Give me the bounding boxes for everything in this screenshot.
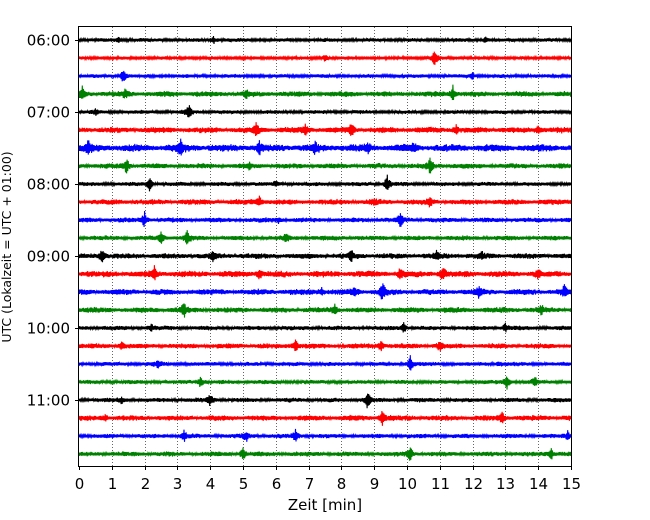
x-tick-label: 10 <box>398 475 417 493</box>
plot-frame <box>78 26 572 467</box>
x-tick-label: 4 <box>206 475 216 493</box>
y-axis: 06:00 07:00 08:00 09:00 10:00 11:00 <box>27 32 79 410</box>
seismic-trace <box>78 84 572 101</box>
y-tick-label: 06:00 <box>27 32 70 50</box>
x-tick-label: 9 <box>370 475 380 493</box>
seismic-trace <box>78 265 572 281</box>
grid <box>112 27 539 466</box>
x-tick-label: 13 <box>496 475 515 493</box>
y-tick-label: 08:00 <box>27 176 70 194</box>
seismic-trace <box>78 283 572 300</box>
y-tick-label: 11:00 <box>27 392 70 410</box>
seismic-trace <box>78 210 572 228</box>
x-tick-label: 8 <box>337 475 347 493</box>
seismic-trace <box>78 355 572 371</box>
x-tick-label: 6 <box>272 475 282 493</box>
y-axis-label: UTC (Lokalzeit = UTC + 01:00) <box>0 151 14 342</box>
seismic-trace <box>78 322 572 333</box>
x-tick-label: 14 <box>529 475 548 493</box>
traces <box>78 35 572 461</box>
seismic-trace <box>78 122 572 137</box>
x-tick-label: 1 <box>108 475 118 493</box>
seismic-trace <box>78 138 572 156</box>
y-tick-label: 07:00 <box>27 104 70 122</box>
seismic-trace <box>78 303 572 318</box>
x-tick-label: 7 <box>305 475 315 493</box>
x-tick-label: 2 <box>141 475 151 493</box>
seismic-trace <box>78 35 572 45</box>
x-tick-label: 15 <box>562 475 581 493</box>
y-tick-label: 09:00 <box>27 248 70 266</box>
x-tick-label: 0 <box>75 475 85 493</box>
x-axis-label: Zeit [min] <box>288 496 362 514</box>
y-tick-label: 10:00 <box>27 320 70 338</box>
x-tick-label: 12 <box>464 475 483 493</box>
x-tick-label: 3 <box>173 475 183 493</box>
x-axis: 0 1 2 3 4 5 6 7 8 9 10 11 12 13 14 15 <box>75 466 581 493</box>
seismic-trace <box>78 339 572 352</box>
x-tick-label: 11 <box>431 475 450 493</box>
seismic-trace <box>78 195 572 208</box>
seismic-trace <box>78 410 572 426</box>
x-tick-label: 5 <box>239 475 249 493</box>
seismic-trace <box>78 447 572 461</box>
